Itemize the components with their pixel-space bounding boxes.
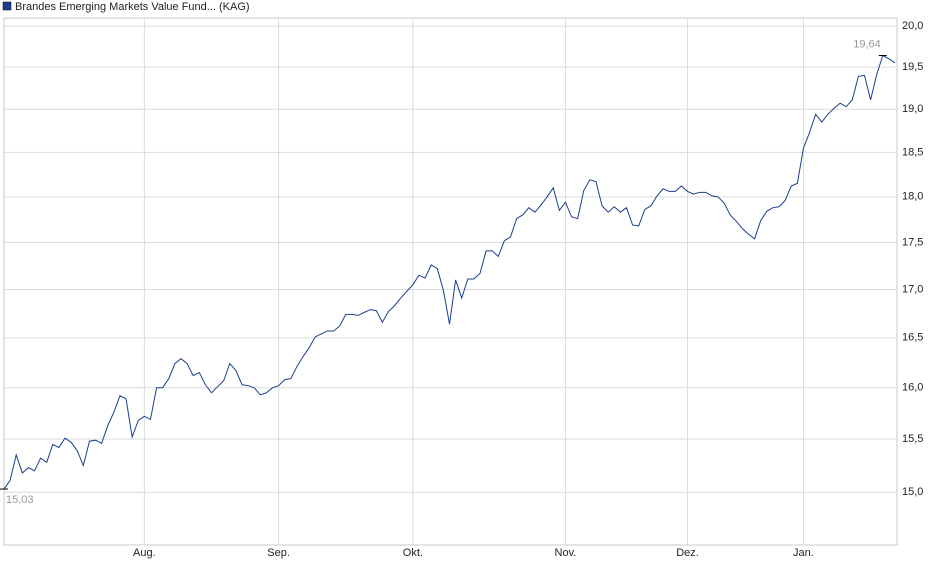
legend-swatch: [2, 1, 12, 11]
y-tick-label: 17,0: [902, 283, 923, 295]
plot-frame: [3, 17, 898, 546]
value-label: 19,64: [853, 38, 881, 50]
x-tick-label: Okt.: [403, 547, 423, 559]
y-tick-label: 17,5: [902, 236, 923, 248]
x-tick-label: Nov.: [555, 547, 577, 559]
legend-label: Brandes Emerging Markets Value Fund... (…: [15, 1, 250, 13]
y-tick-label: 16,0: [902, 382, 923, 394]
y-tick-label: 19,5: [902, 61, 923, 73]
y-tick-label: 20,0: [902, 20, 923, 32]
y-tick-label: 18,0: [902, 191, 923, 203]
x-tick-label: Dez.: [676, 547, 699, 559]
x-tick-label: Aug.: [133, 547, 156, 559]
y-tick-label: 18,5: [902, 146, 923, 158]
y-tick-label: 15,5: [902, 433, 923, 445]
x-tick-label: Sep.: [267, 547, 290, 559]
y-tick-label: 16,5: [902, 332, 923, 344]
x-tick-label: Jan.: [793, 547, 814, 559]
y-tick-label: 15,0: [902, 486, 923, 498]
value-label: 15,03: [6, 494, 34, 506]
price-line: [3, 54, 896, 490]
y-tick-label: 19,0: [902, 103, 923, 115]
